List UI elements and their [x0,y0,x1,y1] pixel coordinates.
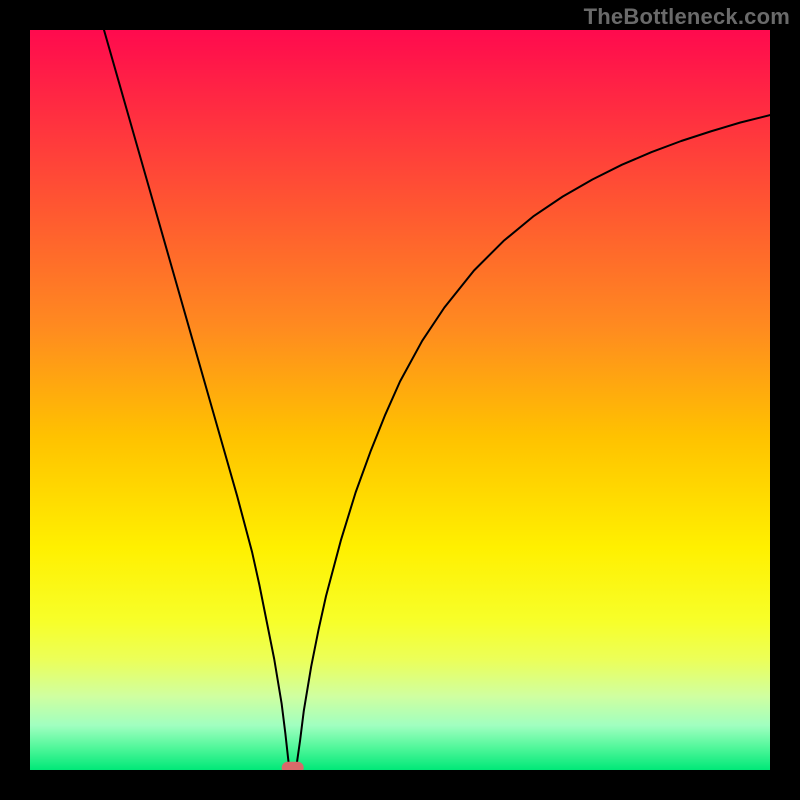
bottleneck-chart [30,30,770,770]
minimum-marker [282,762,304,770]
chart-plot-area [30,30,770,770]
chart-background-gradient [30,30,770,770]
watermark-text: TheBottleneck.com [584,4,790,30]
